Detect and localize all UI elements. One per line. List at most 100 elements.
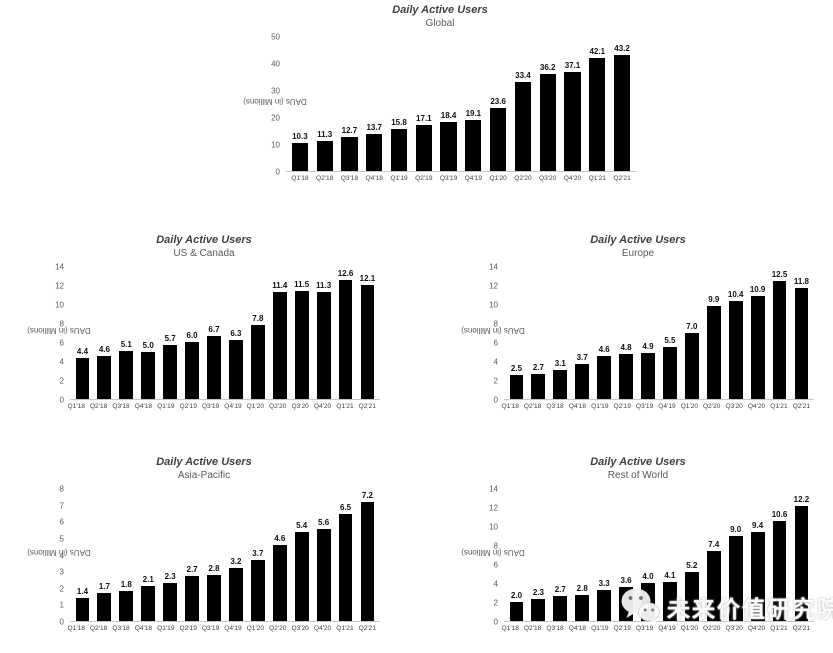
- bar-group: 33.4: [513, 37, 533, 171]
- bar: [291, 143, 308, 171]
- bar-group: 7.2: [359, 489, 376, 621]
- data-label: 3.2: [230, 557, 242, 567]
- data-label: 18.4: [440, 110, 457, 120]
- data-label: 3.1: [554, 358, 566, 368]
- y-axis-tick-label: 14: [489, 262, 498, 272]
- bar: [465, 119, 482, 171]
- x-axis-tick-label: Q1'21: [770, 403, 788, 410]
- x-axis-tick-label: Q4'20: [563, 175, 582, 182]
- x-axis-tick-label: Q2'21: [358, 625, 376, 632]
- bar: [316, 528, 331, 621]
- y-axis-tick-label: 14: [489, 484, 498, 494]
- bar-group: 12.5: [771, 267, 788, 399]
- bar-group: 2.5: [508, 267, 525, 399]
- x-axis-tick-label: Q1'18: [501, 403, 519, 410]
- x-axis-tick-label: Q4'20: [747, 403, 766, 410]
- x-axis-tick-label: Q3'20: [725, 403, 743, 410]
- y-axis-tick-label: 0: [493, 617, 498, 627]
- x-axis-tick-label: Q4'19: [658, 403, 676, 410]
- x-axis-tick-label: Q3'20: [539, 175, 557, 182]
- bar-group: 1.7: [96, 489, 113, 621]
- bar-group: 5.0: [140, 267, 157, 399]
- bar-group: 2.1: [140, 489, 157, 621]
- x-axis-tick-label: Q2'18: [315, 175, 334, 182]
- data-label: 42.1: [589, 47, 606, 57]
- bar: [185, 342, 199, 399]
- bar: [366, 134, 383, 171]
- data-label: 2.8: [208, 563, 220, 573]
- data-label: 11.8: [793, 276, 810, 286]
- data-label: 37.1: [564, 60, 581, 70]
- y-axis-tick-label: 7: [59, 501, 64, 511]
- data-label: 12.6: [337, 269, 354, 279]
- bar: [531, 373, 546, 399]
- bar: [613, 55, 631, 171]
- bar: [772, 281, 787, 399]
- bar-group: 13.7: [364, 37, 384, 171]
- bar-group: 1.4: [74, 489, 91, 621]
- data-label: 10.3: [292, 132, 308, 142]
- data-label: 3.6: [620, 576, 632, 586]
- x-axis-tick-label: Q2'21: [358, 403, 376, 410]
- bar-group: 17.1: [414, 37, 434, 171]
- bar-group: 4.6: [96, 267, 113, 399]
- bar-group: 2.8: [574, 489, 591, 621]
- data-label: 5.1: [120, 339, 132, 349]
- bar-group: 5.5: [661, 267, 678, 399]
- chart-subtitle: Global: [425, 18, 455, 29]
- bar: [316, 292, 331, 399]
- data-label: 13.7: [366, 123, 383, 133]
- x-axis-tick-label: Q2'21: [792, 403, 810, 410]
- y-axis-tick-label: 8: [493, 541, 498, 551]
- bar-group: 2.7: [530, 267, 547, 399]
- y-axis-title: DAUs (in Millions): [461, 547, 525, 557]
- y-axis-tick-label: 8: [59, 484, 64, 494]
- data-label: 2.8: [576, 583, 588, 593]
- chart-title: Daily Active Users: [156, 234, 252, 246]
- x-axis-tick-label: Q1'20: [246, 625, 265, 632]
- bar-group: 36.2: [538, 37, 558, 171]
- data-label: 4.6: [598, 344, 610, 354]
- y-axis-tick-label: 0: [275, 167, 280, 177]
- data-label: 2.7: [532, 362, 544, 372]
- data-label: 4.6: [98, 344, 110, 354]
- data-label: 4.4: [76, 346, 89, 356]
- chart-europe: Daily Active Users Europe DAUs (in Milli…: [461, 233, 814, 410]
- bar-group: 2.7: [184, 489, 201, 621]
- plot-area: 1.4 1.7 1.8 2.1 2.3 2.7 2.8 3.2 3.7 4.6 5.4 5.6 6.5 7…: [70, 489, 380, 622]
- y-axis-tick-label: 30: [271, 86, 280, 96]
- bar-group: 9.0: [727, 489, 744, 621]
- bar-group: 6.3: [227, 267, 244, 399]
- x-axis-tick-label: Q4'18: [134, 625, 153, 632]
- data-label: 19.1: [465, 108, 482, 118]
- data-label: 5.0: [142, 340, 154, 350]
- x-axis: Q1'18 Q2'18 Q3'18 Q4'18 Q1'19 Q2'19 Q3'19 Q4'19…: [64, 403, 380, 410]
- data-label: 12.2: [793, 494, 810, 504]
- bar: [794, 505, 809, 621]
- y-axis-tick-label: 50: [271, 32, 280, 42]
- bar: [490, 107, 507, 171]
- bar: [662, 582, 677, 621]
- x-axis-tick-label: Q4'18: [568, 403, 587, 410]
- y-axis-tick-label: 0: [59, 395, 64, 405]
- y-axis-title: DAUs (in Millions): [27, 547, 91, 557]
- data-label: 2.7: [186, 565, 198, 575]
- y-axis: 14 12 10 8 6 4 2 0: [44, 263, 70, 405]
- plot-area: 4.4 4.6 5.1 5.0 5.7 6.0 6.7 6.3 7.8 11.4 11.5 11.3 1…: [70, 267, 380, 400]
- data-label: 43.2: [614, 44, 630, 54]
- data-label: 5.7: [164, 334, 176, 344]
- y-axis-tick-label: 6: [493, 560, 498, 570]
- bar-group: 3.7: [574, 267, 591, 399]
- bar: [360, 502, 375, 621]
- bar: [360, 284, 375, 399]
- y-axis-tick-label: 10: [271, 140, 280, 150]
- data-label: 2.0: [510, 591, 523, 601]
- bar-group: 19.1: [463, 37, 483, 171]
- bar: [119, 350, 134, 399]
- bar-group: 12.6: [337, 267, 354, 399]
- bar-group: 2.3: [162, 489, 179, 621]
- x-axis-tick-label: Q2'20: [703, 625, 721, 632]
- bar: [228, 568, 243, 621]
- data-label: 11.3: [316, 281, 332, 291]
